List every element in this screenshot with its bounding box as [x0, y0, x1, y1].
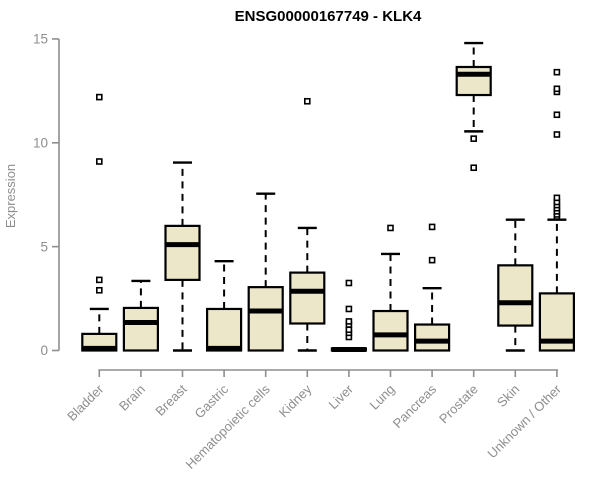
iqr-box [206, 307, 243, 352]
outlier-point [96, 276, 103, 284]
outlier-point [470, 164, 478, 172]
outlier-point [553, 85, 561, 93]
outlier-point [387, 224, 394, 232]
outlier-point [345, 326, 353, 334]
x-category-label: Bladder [64, 381, 107, 424]
outlier-point [470, 135, 478, 142]
boxplot-unknown-other [538, 68, 576, 352]
plot-area [81, 41, 576, 352]
x-category-label: Unknown / Other [484, 381, 564, 461]
iqr-box [372, 309, 409, 352]
boxplot-bladder [81, 93, 118, 352]
iqr-box [122, 306, 160, 352]
outlier-point [428, 223, 436, 231]
boxplot-liver [330, 279, 367, 352]
boxplot-skin [497, 218, 534, 352]
outlier-point [96, 93, 103, 101]
x-category-label: Kidney [276, 381, 315, 420]
iqr-box [289, 271, 326, 325]
y-tick-label: 10 [33, 136, 48, 151]
y-axis-label: Expression [3, 164, 18, 228]
y-tick-label: 0 [40, 343, 48, 358]
boxplot-gastric [206, 259, 243, 352]
boxplot-pancreas [414, 223, 451, 352]
iqr-box [497, 264, 534, 327]
iqr-box [414, 323, 451, 352]
boxplot-lung [372, 224, 409, 352]
boxplot-kidney [289, 97, 326, 352]
outlier-point [428, 256, 436, 264]
boxplot-prostate [455, 41, 492, 172]
outlier-point [553, 194, 561, 202]
outlier-point [345, 318, 353, 325]
y-tick-label: 5 [40, 239, 48, 254]
boxplot-hematopoietic-cells [247, 192, 284, 352]
x-category-label: Liver [325, 381, 356, 412]
outlier-point [345, 305, 353, 313]
x-category-label: Skin [494, 382, 522, 410]
outlier-point [553, 111, 561, 119]
outlier-point [553, 68, 561, 76]
y-tick-label: 15 [33, 32, 48, 47]
outlier-point [345, 279, 353, 287]
outlier-point [553, 131, 561, 138]
outlier-point [96, 286, 103, 294]
boxplot-brain [122, 279, 160, 352]
x-category-label: Brain [116, 382, 148, 414]
x-category-label: Prostate [436, 382, 481, 427]
outlier-point [96, 158, 103, 165]
x-category-label: Lung [367, 382, 398, 413]
iqr-box [247, 286, 284, 352]
x-category-label: Breast [152, 381, 189, 418]
chart-title: ENSG00000167749 - KLK4 [235, 8, 422, 25]
x-category-label: Gastric [192, 381, 232, 421]
boxplot-breast [164, 161, 201, 352]
iqr-box [455, 65, 492, 97]
outlier-point [303, 97, 311, 105]
x-category-label: Pancreas [390, 381, 440, 431]
iqr-box [164, 224, 201, 281]
